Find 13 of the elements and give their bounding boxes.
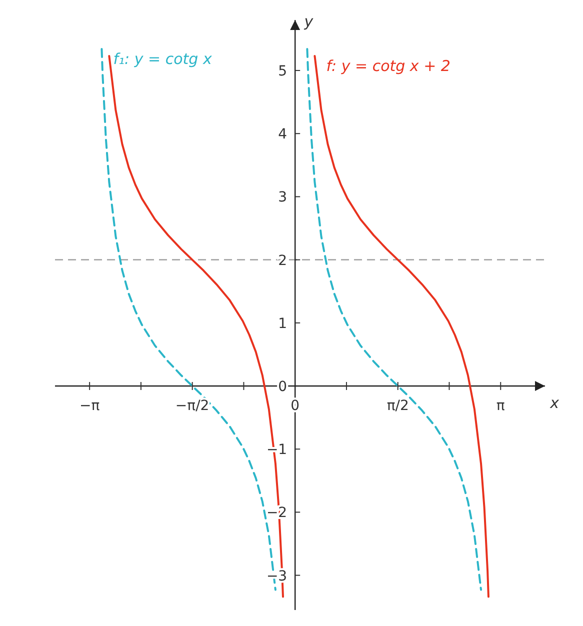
x-tick-label: −π — [79, 398, 100, 414]
y-tick-label: 2 — [278, 252, 288, 269]
y-tick-label: 3 — [278, 190, 288, 206]
y-tick-label: 1 — [278, 316, 288, 332]
y-axis-title: y — [303, 12, 314, 31]
x-tick-label: −π/2 — [175, 398, 210, 414]
series-label: f₁: y = cotg x — [113, 50, 212, 68]
x-tick-label: π/2 — [386, 398, 409, 414]
y-tick-label: 5 — [278, 63, 288, 80]
x-axis-title: x — [549, 394, 560, 412]
series-label: f: y = cotg x + 2 — [326, 56, 450, 75]
y-tick-label: 4 — [278, 126, 288, 143]
x-tick-label: π — [496, 398, 506, 414]
